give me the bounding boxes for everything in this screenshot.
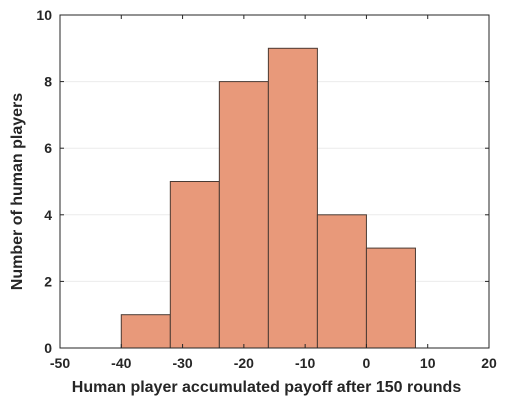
y-tick-label: 0 xyxy=(44,340,52,356)
histogram-bar xyxy=(120,314,171,349)
x-tick-label: 20 xyxy=(481,355,497,371)
histogram-bar xyxy=(218,81,269,349)
y-tick-label: 4 xyxy=(44,207,52,223)
histogram-bar xyxy=(365,247,416,349)
x-tick-label: 0 xyxy=(363,355,371,371)
y-tick-label: 10 xyxy=(36,7,52,23)
x-tick-label: -20 xyxy=(234,355,254,371)
axis-ticks: -50 -40 -30 -20 -10 0 10 20 0 2 4 6 8 10 xyxy=(36,7,497,371)
x-axis-title: Human player accumulated payoff after 15… xyxy=(72,379,462,396)
y-tick-label: 8 xyxy=(44,74,52,90)
histogram-bar xyxy=(169,181,220,349)
y-axis-title: Number of human players xyxy=(9,93,26,290)
y-tick-label: 6 xyxy=(44,140,52,156)
x-tick-label: -50 xyxy=(50,355,70,371)
x-tick-label: 10 xyxy=(420,355,436,371)
x-tick-label: -10 xyxy=(295,355,315,371)
histogram-bars xyxy=(120,47,416,349)
x-tick-label: -30 xyxy=(172,355,192,371)
histogram-bar xyxy=(267,47,318,349)
plot-frame xyxy=(59,14,490,349)
x-tick-label: -40 xyxy=(111,355,131,371)
histogram-bar xyxy=(316,214,367,349)
y-tick-label: 2 xyxy=(44,273,52,289)
